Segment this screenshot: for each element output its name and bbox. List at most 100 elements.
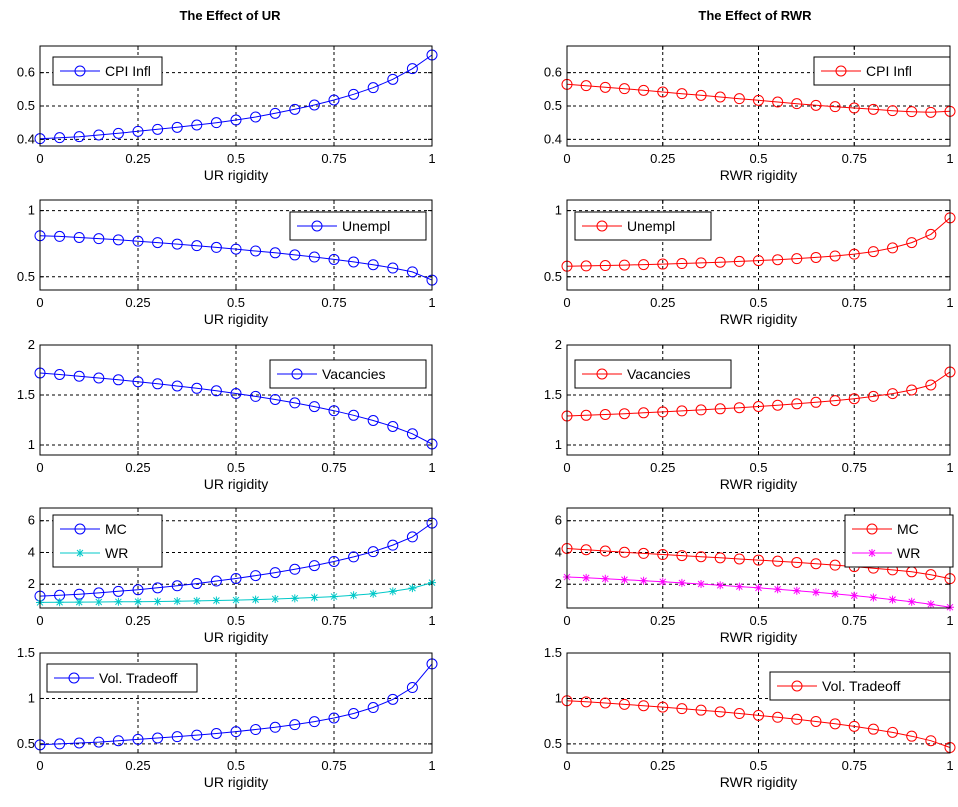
data-point [714, 403, 726, 415]
data-point [308, 401, 320, 413]
data-point [132, 235, 144, 247]
data-point [714, 256, 726, 268]
x-tick-label: 0.25 [125, 460, 150, 475]
data-point [191, 382, 203, 394]
y-tick-label: 6 [28, 513, 35, 528]
legend: Vol. Tradeoff [769, 671, 951, 701]
axes-frame [39, 507, 433, 609]
data-point [772, 254, 784, 266]
data-point [906, 730, 918, 742]
data-point [620, 575, 629, 584]
data-point [191, 119, 203, 131]
y-tick-label: 1.5 [544, 387, 562, 402]
data-point [618, 546, 630, 558]
data-point [906, 384, 918, 396]
data-point [618, 259, 630, 271]
data-point [171, 121, 183, 133]
data-point [582, 573, 591, 582]
subplot-6: 0 0.25 0.5 0.75 1 1 1.5 2 RWR rigidity Vacancies [544, 337, 956, 492]
data-point [153, 597, 162, 606]
data-point [753, 255, 764, 267]
x-axis-label: RWR rigidity [720, 167, 798, 183]
legend-label: Unempl [627, 218, 675, 234]
data-point [367, 259, 379, 271]
data-point [230, 114, 242, 126]
data-point [925, 106, 937, 118]
data-point [695, 551, 707, 563]
x-axis-label: UR rigidity [204, 167, 269, 183]
x-tick-label: 0 [36, 758, 43, 773]
data-point [791, 713, 803, 725]
data-point [112, 374, 124, 386]
x-tick-label: 1 [428, 460, 435, 475]
x-axis-label: UR rigidity [204, 311, 269, 327]
legend-label: Unempl [342, 218, 390, 234]
data-point [328, 94, 340, 106]
subplot-9: 0 0.25 0.5 0.75 1 0.5 1 1.5 UR rigidity Vol. Trad… [17, 645, 438, 790]
x-tick-label: 0.5 [227, 758, 245, 773]
data-point [348, 707, 360, 719]
legend-marker [76, 549, 84, 557]
legend: Vol. Tradeoff [46, 663, 198, 693]
data-point [773, 585, 782, 594]
data-point [657, 701, 669, 713]
data-point [73, 231, 85, 243]
x-tick-label: 0.75 [842, 613, 867, 628]
data-point [55, 598, 64, 607]
x-tick-label: 0 [563, 151, 570, 166]
data-point [112, 585, 124, 597]
data-point [867, 103, 879, 115]
data-point [348, 88, 360, 100]
data-point [54, 132, 66, 144]
x-tick-label: 1 [428, 613, 435, 628]
data-point [580, 80, 592, 92]
data-point [348, 409, 360, 421]
data-point [328, 555, 340, 567]
x-tick-label: 1 [946, 758, 953, 773]
data-point [93, 587, 105, 599]
data-point [406, 266, 418, 278]
y-tick-label: 0.5 [17, 736, 35, 751]
data-point [867, 723, 879, 735]
data-point [791, 398, 803, 410]
axes-frame [566, 652, 951, 754]
x-tick-label: 1 [428, 758, 435, 773]
legend-label: MC [105, 521, 127, 537]
y-tick-label: 6 [555, 513, 562, 528]
x-axis-label: RWR rigidity [720, 629, 798, 645]
data-point [714, 552, 726, 564]
y-tick-label: 4 [28, 544, 35, 559]
subplot-1: 0 0.25 0.5 0.75 1 0.4 0.5 0.6 UR rigidity CPI Inf… [17, 45, 438, 183]
data-point [54, 230, 66, 242]
data-point [925, 228, 937, 240]
x-axis-label: UR rigidity [204, 774, 269, 790]
x-axis-label: RWR rigidity [720, 774, 798, 790]
data-point [657, 549, 669, 561]
data-point [132, 733, 144, 745]
y-tick-label: 0.6 [544, 65, 562, 80]
axes-frame [566, 45, 951, 147]
legend-marker [74, 523, 86, 535]
data-point [867, 390, 879, 402]
x-axis-label: UR rigidity [204, 629, 269, 645]
data-point [754, 583, 763, 592]
data-point [638, 700, 650, 712]
x-tick-label: 0.75 [842, 151, 867, 166]
data-point [406, 682, 418, 694]
data-point [212, 596, 221, 605]
data-point [869, 593, 878, 602]
data-point [230, 388, 242, 399]
x-tick-label: 0 [36, 295, 43, 310]
data-point [152, 582, 164, 594]
data-point [330, 592, 338, 601]
data-point [733, 255, 745, 267]
data-point [638, 259, 650, 271]
x-axis-label: RWR rigidity [720, 311, 798, 327]
data-point [210, 385, 222, 397]
data-point [54, 738, 66, 750]
y-tick-label: 0.4 [17, 131, 35, 146]
legend-label: MC [897, 521, 919, 537]
x-tick-label: 0 [36, 460, 43, 475]
data-point [791, 98, 803, 110]
